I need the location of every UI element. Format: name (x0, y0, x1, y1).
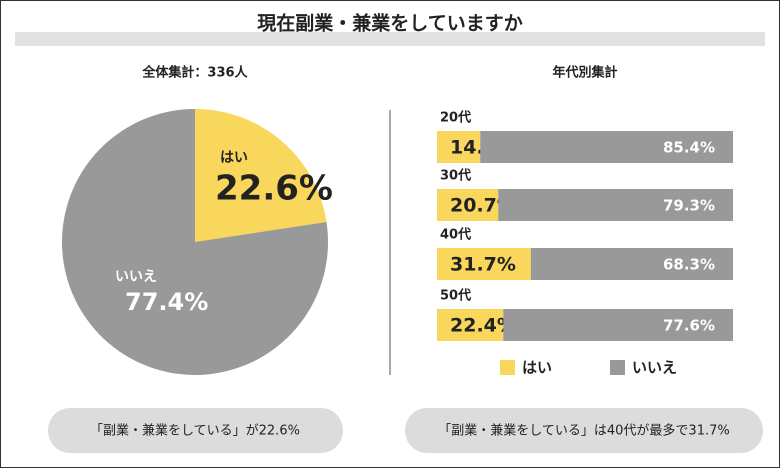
slice-label: はい (220, 150, 248, 166)
pie-slice (195, 109, 327, 242)
category-label: 20代 (440, 110, 471, 126)
bar-value: 31.7% (450, 254, 516, 276)
slice-value: 77.4% (125, 288, 208, 316)
category-label: 30代 (440, 168, 471, 184)
category-label: 50代 (440, 288, 471, 304)
bar-segment (503, 309, 733, 341)
legend-label: いいえ (632, 359, 677, 377)
bar-segment (437, 309, 504, 341)
bar-value: 68.3% (663, 256, 715, 274)
legend-label: はい (522, 359, 552, 377)
bar-segment (437, 248, 531, 280)
bar-segment (480, 131, 733, 163)
title: 現在副業・兼業をしていますか (257, 12, 522, 35)
bar-value: 77.6% (663, 317, 715, 335)
bar-value: 22.4% (450, 315, 516, 337)
slice-label: いいえ (115, 269, 157, 285)
bar-segment (437, 189, 499, 221)
bar-value: 85.4% (663, 139, 715, 157)
footer-text: 「副業・兼業をしている」は40代が最多で31.7% (438, 423, 729, 439)
footer-pill (48, 408, 343, 453)
bar-title: 年代別集計 (552, 65, 617, 81)
bar-segment (530, 248, 733, 280)
footer-text: 「副業・兼業をしている」が22.6% (90, 423, 300, 439)
legend-swatch (610, 360, 625, 375)
bar-segment (498, 189, 733, 221)
title-bar (15, 32, 765, 46)
legend-swatch (500, 360, 515, 375)
category-label: 40代 (440, 227, 471, 243)
footer-pill (405, 408, 763, 453)
slice-value: 22.6% (215, 169, 333, 209)
bar-segment (437, 131, 481, 163)
pie-slice (62, 109, 329, 375)
bar-value: 79.3% (663, 197, 715, 215)
pie-title: 全体集計：336人 (141, 65, 248, 81)
